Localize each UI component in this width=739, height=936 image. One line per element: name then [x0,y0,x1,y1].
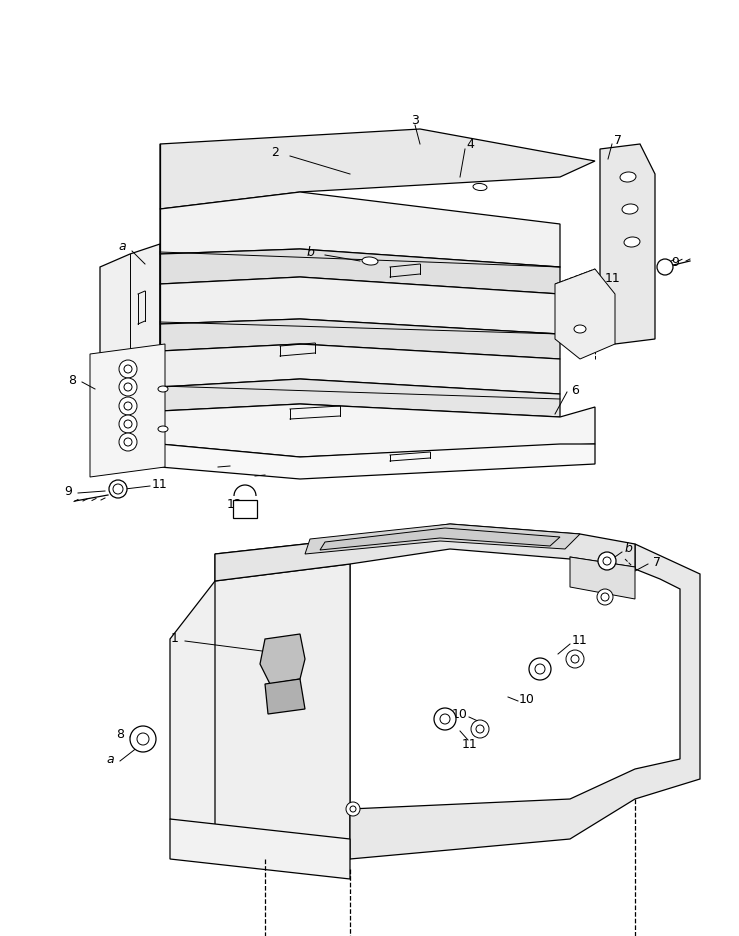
Text: 11: 11 [572,633,588,646]
Circle shape [571,655,579,664]
Text: 9: 9 [64,485,72,498]
Circle shape [124,402,132,411]
Polygon shape [160,250,560,295]
Ellipse shape [624,238,640,248]
Circle shape [597,590,613,606]
Polygon shape [320,529,560,550]
Circle shape [535,665,545,674]
Circle shape [109,480,127,499]
Circle shape [601,593,609,601]
Circle shape [603,558,611,565]
Polygon shape [160,320,560,359]
Ellipse shape [620,173,636,183]
Circle shape [440,714,450,724]
Circle shape [241,505,249,514]
Polygon shape [260,635,305,684]
Text: 8: 8 [116,727,124,740]
Polygon shape [570,558,635,599]
Text: 10: 10 [452,708,468,721]
Polygon shape [160,130,595,210]
Ellipse shape [473,184,487,191]
Text: 3: 3 [411,113,419,126]
Circle shape [119,378,137,397]
Circle shape [119,433,137,451]
Circle shape [598,552,616,570]
Text: b: b [306,246,314,259]
Text: 9: 9 [671,256,679,269]
Circle shape [434,709,456,730]
Text: 6: 6 [571,383,579,396]
Polygon shape [160,380,560,417]
Text: 8: 8 [68,373,76,386]
Polygon shape [215,564,350,859]
Circle shape [476,725,484,733]
Polygon shape [160,193,560,268]
Polygon shape [160,344,560,395]
Circle shape [124,439,132,446]
Circle shape [124,366,132,373]
Circle shape [566,651,584,668]
Text: 11: 11 [152,478,168,491]
Polygon shape [100,244,160,385]
Polygon shape [265,680,305,714]
Text: 1: 1 [171,631,179,644]
Text: b: b [624,541,632,554]
Ellipse shape [158,427,168,432]
Circle shape [137,733,149,745]
Text: 7: 7 [653,555,661,568]
Text: a: a [118,241,126,254]
Text: 2: 2 [271,145,279,158]
Circle shape [119,360,137,378]
Text: 12: 12 [227,498,243,511]
Text: 5: 5 [586,284,594,296]
Text: 11: 11 [462,738,478,751]
Polygon shape [90,344,165,477]
Ellipse shape [574,326,586,333]
Circle shape [113,485,123,494]
Polygon shape [160,445,595,479]
Polygon shape [160,404,595,458]
Circle shape [119,416,137,433]
Circle shape [124,384,132,391]
Circle shape [119,398,137,416]
Polygon shape [160,278,560,335]
Polygon shape [350,545,700,859]
Ellipse shape [622,205,638,214]
Circle shape [657,259,673,276]
Text: 7: 7 [614,133,622,146]
FancyBboxPatch shape [233,501,257,519]
Polygon shape [600,145,655,344]
Polygon shape [170,539,350,859]
Polygon shape [305,524,580,554]
Polygon shape [555,270,615,359]
Circle shape [529,658,551,680]
Polygon shape [170,819,350,879]
Ellipse shape [362,257,378,266]
Text: 11: 11 [605,271,621,285]
Text: 10: 10 [519,693,535,706]
Circle shape [471,720,489,739]
Circle shape [124,420,132,429]
Ellipse shape [158,387,168,392]
Circle shape [130,726,156,753]
Circle shape [346,802,360,816]
Text: 4: 4 [466,139,474,152]
Polygon shape [215,524,635,581]
Circle shape [350,806,356,812]
Text: a: a [106,753,114,766]
